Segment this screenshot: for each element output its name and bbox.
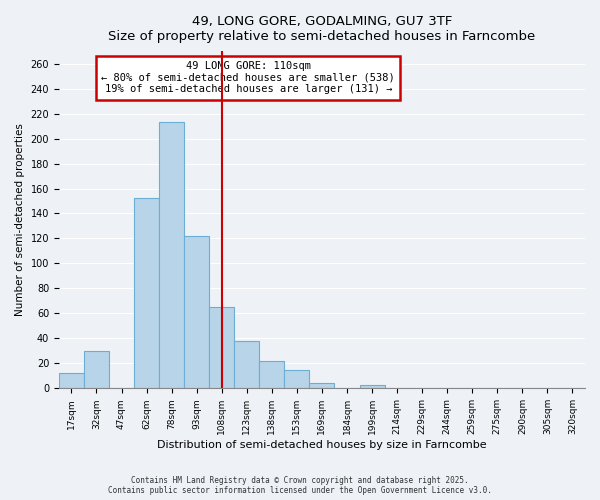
Bar (284, 370, 310, 388)
Bar (234, 341, 259, 388)
Bar (209, 307, 234, 388)
Text: 49 LONG GORE: 110sqm
← 80% of semi-detached houses are smaller (538)
19% of semi: 49 LONG GORE: 110sqm ← 80% of semi-detac… (101, 61, 395, 94)
Title: 49, LONG GORE, GODALMING, GU7 3TF
Size of property relative to semi-detached hou: 49, LONG GORE, GODALMING, GU7 3TF Size o… (109, 15, 536, 43)
Bar (310, 384, 334, 388)
Bar (159, 122, 184, 388)
Bar (59, 374, 84, 388)
X-axis label: Distribution of semi-detached houses by size in Farncombe: Distribution of semi-detached houses by … (157, 440, 487, 450)
Text: Contains HM Land Registry data © Crown copyright and database right 2025.
Contai: Contains HM Land Registry data © Crown c… (108, 476, 492, 495)
Bar (84, 351, 109, 389)
Bar (359, 384, 385, 388)
Y-axis label: Number of semi-detached properties: Number of semi-detached properties (15, 124, 25, 316)
Bar (134, 198, 159, 388)
Bar (184, 236, 209, 388)
Bar (259, 361, 284, 388)
